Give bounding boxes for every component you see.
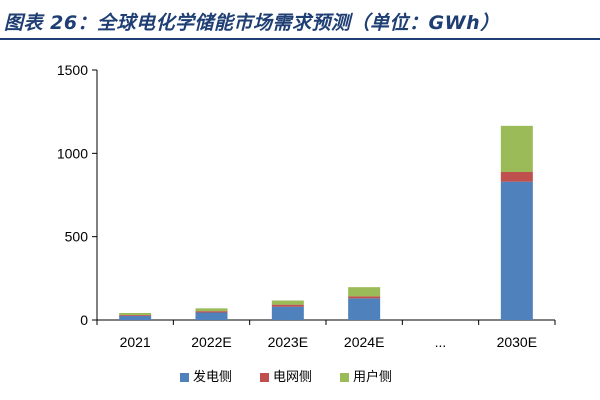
bar-segment bbox=[348, 298, 381, 320]
bars bbox=[119, 125, 533, 320]
chart-title: 图表 26：全球电化学储能市场需求预测（单位：GWh） bbox=[4, 12, 500, 34]
y-tick-label: 500 bbox=[65, 229, 89, 245]
bar-segment bbox=[348, 296, 381, 299]
legend-swatch bbox=[180, 373, 189, 382]
x-tick-label: 2021 bbox=[120, 334, 151, 350]
bar-segment bbox=[500, 172, 533, 182]
bar-segment bbox=[195, 312, 228, 320]
y-axis: 0 500 1000 1500 bbox=[57, 62, 98, 328]
bar-segment bbox=[119, 313, 152, 315]
bar-segment bbox=[500, 181, 533, 320]
x-tick-label: 2030E bbox=[497, 334, 537, 350]
legend-swatch bbox=[340, 373, 349, 382]
bar-segment bbox=[348, 287, 381, 297]
legend-label: 发电侧 bbox=[193, 369, 232, 385]
bar-segment bbox=[119, 315, 152, 316]
x-tick-label: 2022E bbox=[191, 334, 231, 350]
bar-segment bbox=[500, 125, 533, 172]
bar-segment bbox=[195, 308, 228, 312]
x-tick-label: ... bbox=[435, 334, 447, 350]
bar-segment bbox=[119, 315, 152, 320]
y-tick-label: 0 bbox=[80, 312, 88, 328]
legend: 发电侧 电网侧 用户侧 bbox=[180, 369, 392, 385]
legend-label: 用户侧 bbox=[353, 369, 392, 385]
bar-segment bbox=[271, 300, 304, 305]
bar-segment bbox=[195, 311, 228, 313]
x-tick-label: 2024E bbox=[344, 334, 384, 350]
y-tick-label: 1500 bbox=[57, 62, 88, 78]
bar-segment bbox=[271, 306, 304, 320]
legend-swatch bbox=[260, 373, 269, 382]
x-tick-label: 2023E bbox=[268, 334, 308, 350]
y-tick-label: 1000 bbox=[57, 145, 88, 161]
bar-segment bbox=[271, 304, 304, 307]
legend-label: 电网侧 bbox=[273, 370, 312, 385]
title-bar: 图表 26：全球电化学储能市场需求预测（单位：GWh） bbox=[0, 0, 600, 40]
stacked-bar-chart: 0 500 1000 1500 2021 2022E 2023E 2024E... 2030E… bbox=[57, 62, 556, 385]
x-axis: 2021 2022E 2023E 2024E... 2030E bbox=[96, 319, 556, 350]
